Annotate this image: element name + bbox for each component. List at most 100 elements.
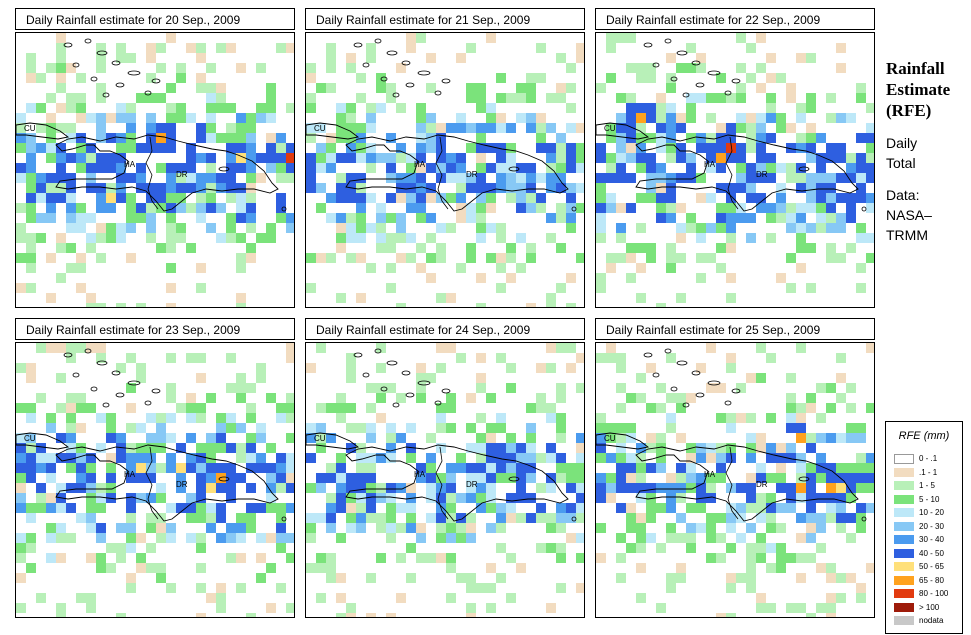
islet-outline: [798, 166, 810, 172]
rainfall-cell: [266, 233, 276, 243]
rainfall-cell: [596, 433, 606, 443]
rainfall-cell: [516, 563, 526, 573]
rainfall-cell: [376, 203, 386, 213]
rainfall-cell: [46, 203, 56, 213]
rainfall-cell: [76, 443, 86, 453]
islet-outline: [374, 348, 382, 354]
rainfall-cell: [226, 423, 236, 433]
rainfall-cell: [726, 183, 736, 193]
rainfall-cell: [146, 123, 156, 133]
rainfall-cell: [546, 123, 556, 133]
rainfall-cell: [206, 63, 216, 73]
rainfall-cell: [46, 143, 56, 153]
rainfall-cell: [96, 523, 106, 533]
rainfall-cell: [286, 453, 294, 463]
islet-outline: [72, 62, 80, 68]
rainfall-cell: [176, 463, 186, 473]
rainfall-cell: [66, 263, 76, 273]
rainfall-cell: [216, 413, 226, 423]
rainfall-cell: [236, 293, 246, 303]
rainfall-cell: [856, 483, 866, 493]
rainfall-cell: [116, 43, 126, 53]
rainfall-cell: [206, 513, 216, 523]
rainfall-cell: [366, 153, 376, 163]
rainfall-cell: [66, 353, 76, 363]
rainfall-cell: [636, 373, 646, 383]
rainfall-cell: [216, 83, 226, 93]
rainfall-cell: [146, 473, 156, 483]
rainfall-cell: [546, 523, 556, 533]
rainfall-cell: [436, 493, 446, 503]
rainfall-cell: [606, 493, 616, 503]
rainfall-cell: [466, 93, 476, 103]
rainfall-cell: [166, 583, 176, 593]
rainfall-cell: [836, 433, 846, 443]
rainfall-cell: [16, 543, 26, 553]
rainfall-cell: [276, 533, 286, 543]
rainfall-cell: [466, 603, 476, 613]
rainfall-cell: [766, 543, 776, 553]
rainfall-cell: [746, 413, 756, 423]
rainfall-cell: [796, 423, 806, 433]
rainfall-cell: [406, 163, 416, 173]
rainfall-cell: [266, 143, 276, 153]
rainfall-cell: [256, 453, 266, 463]
rainfall-cell: [796, 213, 806, 223]
rainfall-cell: [846, 243, 856, 253]
rainfall-cell: [226, 143, 236, 153]
rainfall-cell: [366, 493, 376, 503]
rainfall-cell: [476, 103, 486, 113]
rainfall-cell: [456, 113, 466, 123]
rainfall-cell: [766, 353, 776, 363]
rainfall-cell: [256, 373, 266, 383]
rainfall-cell: [636, 143, 646, 153]
rainfall-cell: [66, 173, 76, 183]
rainfall-cell: [746, 433, 756, 443]
rainfall-cell: [306, 183, 316, 193]
rainfall-cell: [576, 533, 584, 543]
rainfall-cell: [796, 343, 806, 353]
rainfall-cell: [396, 303, 406, 307]
label-haiti: HA: [414, 470, 426, 479]
rainfall-cell: [336, 173, 346, 183]
rainfall-cell: [536, 73, 546, 83]
rainfall-cell: [486, 33, 496, 43]
rainfall-cell: [826, 603, 836, 613]
rainfall-cell: [166, 433, 176, 443]
rainfall-cell: [786, 173, 796, 183]
hispaniola-coastline: [55, 134, 279, 212]
rainfall-cell: [326, 493, 336, 503]
rainfall-cell: [716, 613, 726, 617]
rainfall-cell: [226, 383, 236, 393]
cuba-coastline: [16, 432, 70, 450]
rainfall-cell: [276, 413, 286, 423]
rainfall-cell: [866, 453, 874, 463]
rainfall-cell: [476, 223, 486, 233]
rainfall-cell: [726, 243, 736, 253]
rainfall-cell: [616, 143, 626, 153]
rainfall-cell: [606, 453, 616, 463]
rainfall-cell: [756, 473, 766, 483]
rainfall-cell: [546, 173, 556, 183]
rainfall-cell: [316, 513, 326, 523]
rainfall-cell: [496, 283, 506, 293]
rainfall-cell: [616, 363, 626, 373]
rainfall-cell: [426, 483, 436, 493]
rainfall-cell: [276, 213, 286, 223]
rainfall-cell: [626, 103, 636, 113]
rainfall-cell: [466, 393, 476, 403]
rainfall-cell: [136, 443, 146, 453]
rainfall-cell: [636, 533, 646, 543]
rainfall-cell: [236, 63, 246, 73]
rainfall-cell: [56, 33, 66, 43]
rainfall-cell: [36, 233, 46, 243]
rainfall-cell: [16, 573, 26, 583]
rainfall-cell: [496, 353, 506, 363]
rainfall-cell: [456, 533, 466, 543]
rainfall-cell: [456, 173, 466, 183]
rainfall-cell: [326, 433, 336, 443]
rainfall-cell: [66, 403, 76, 413]
rainfall-cell: [686, 483, 696, 493]
label-haiti: HA: [414, 160, 426, 169]
